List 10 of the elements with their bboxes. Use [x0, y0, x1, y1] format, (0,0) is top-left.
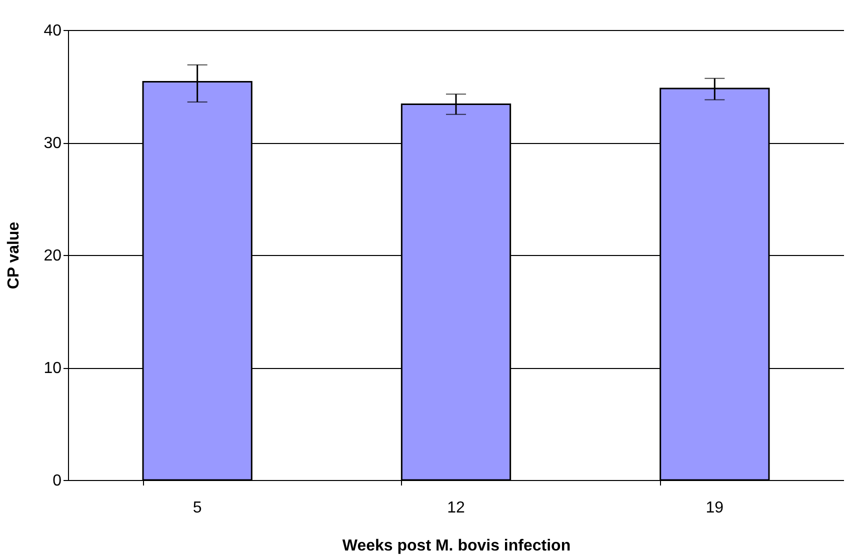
y-tick-label: 10: [44, 360, 62, 377]
y-tick-label: 20: [44, 248, 62, 264]
x-tick-label: 12: [447, 500, 465, 516]
x-tick-label: 19: [706, 500, 724, 516]
y-tick-label: 30: [44, 135, 62, 152]
y-tick-label: 40: [44, 22, 62, 40]
x-axis-title: Weeks post M. bovis infection: [342, 538, 571, 554]
y-tick-label: 0: [52, 472, 62, 490]
x-tick-label: 5: [192, 500, 202, 516]
y-axis-title: CP value: [6, 222, 23, 290]
